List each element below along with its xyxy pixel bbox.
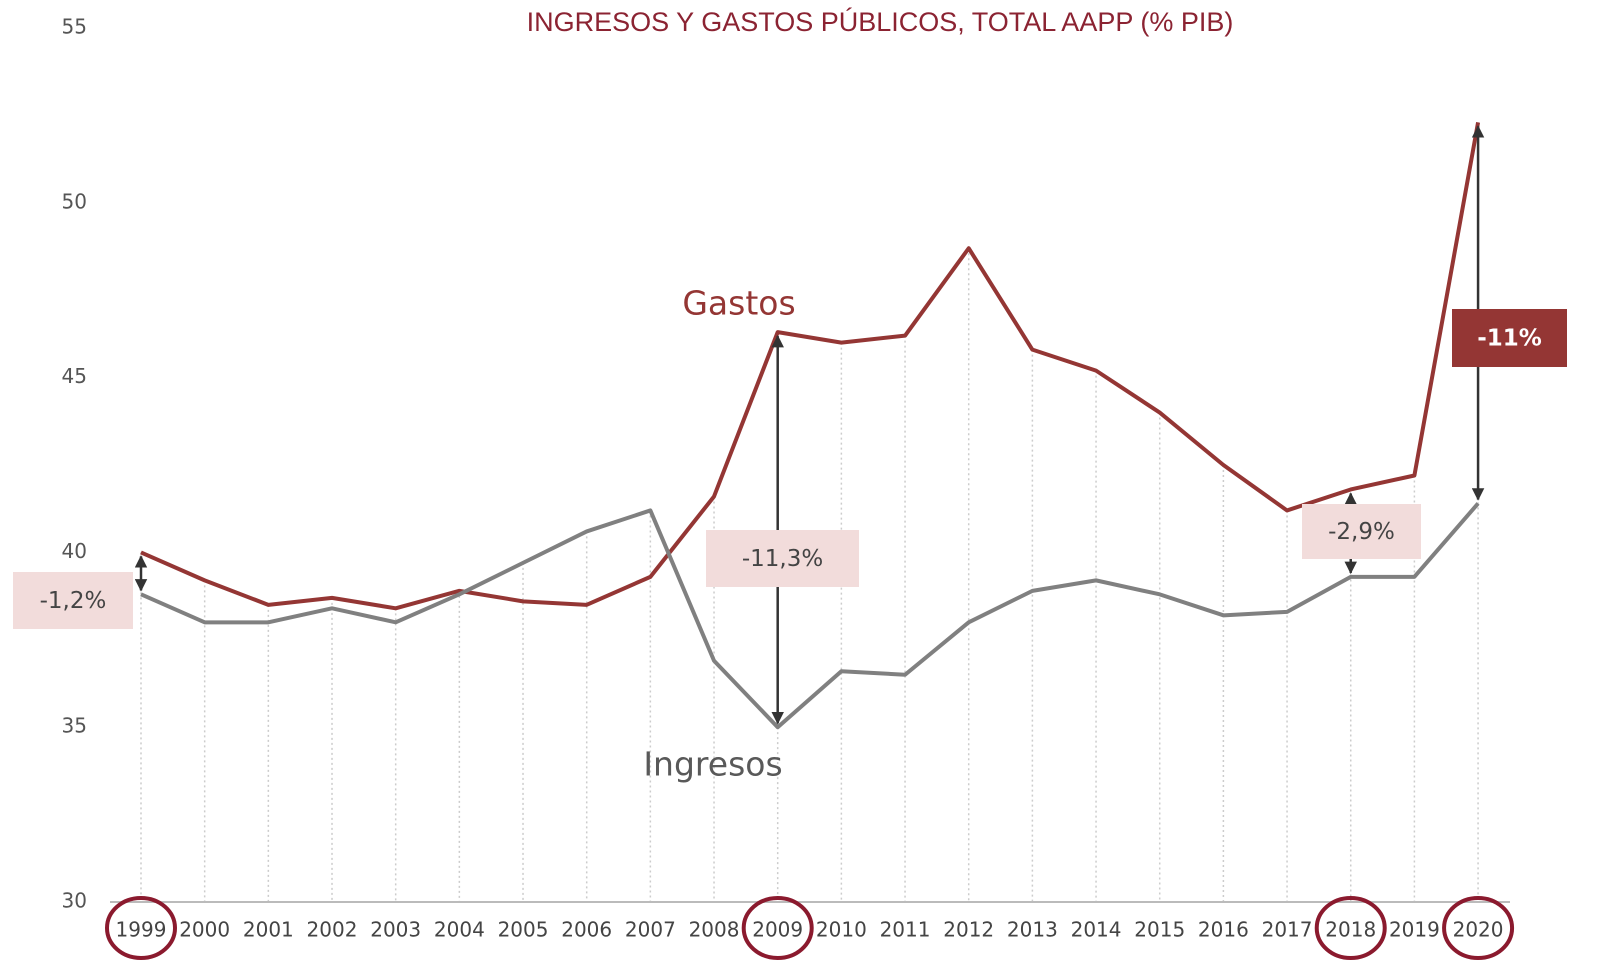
x-tick-label: 2001 [243,918,294,942]
chart-title: INGRESOS Y GASTOS PÚBLICOS, TOTAL AAPP (… [527,6,1234,37]
annotation-box [706,530,859,587]
x-tick-label: 2018 [1325,918,1376,942]
x-tick-label: 2007 [625,918,676,942]
x-tick-label: 1999 [116,918,167,942]
x-tick-label: 2016 [1198,918,1249,942]
annotation: -11,3% [742,546,823,572]
series-line [140,502,1480,730]
x-tick-label: 2012 [943,918,994,942]
year-highlight [1442,896,1515,960]
series-label: Ingresos [643,745,782,784]
x-tick-label: 2020 [1453,918,1504,942]
x-tick-label: 2015 [1134,918,1185,942]
x-tick-label: 2019 [1389,918,1440,942]
annotation-box [1452,309,1567,367]
y-tick-label: 45 [62,364,87,388]
series-line [140,122,1481,611]
annotation-box [1302,504,1421,559]
annotation: -2,9% [1328,519,1395,545]
x-tick-label: 2006 [561,918,612,942]
y-tick-label: 50 [62,189,87,213]
y-tick-label: 55 [62,15,87,39]
x-tick-label: 2003 [370,918,421,942]
x-tick-label: 2005 [498,918,549,942]
x-tick-label: 2009 [752,918,803,942]
annotation: -1,2% [40,588,107,614]
year-highlight [105,896,177,960]
series-label: Gastos [682,284,795,323]
year-highlight [741,896,814,960]
year-highlight [1314,896,1387,960]
y-tick-label: 40 [62,539,87,563]
x-tick-label: 2011 [880,918,931,942]
x-tick-label: 2014 [1071,918,1122,942]
y-tick-label: 30 [62,889,87,913]
x-tick-label: 2017 [1262,918,1313,942]
x-tick-label: 2000 [179,918,230,942]
x-tick-label: 2008 [689,918,740,942]
annotation: -11% [1477,326,1542,352]
y-tick-label: 35 [62,714,87,738]
annotation-box [13,572,133,629]
x-tick-label: 2004 [434,918,485,942]
x-tick-label: 2010 [816,918,867,942]
x-tick-label: 2013 [1007,918,1058,942]
x-tick-label: 2002 [307,918,358,942]
